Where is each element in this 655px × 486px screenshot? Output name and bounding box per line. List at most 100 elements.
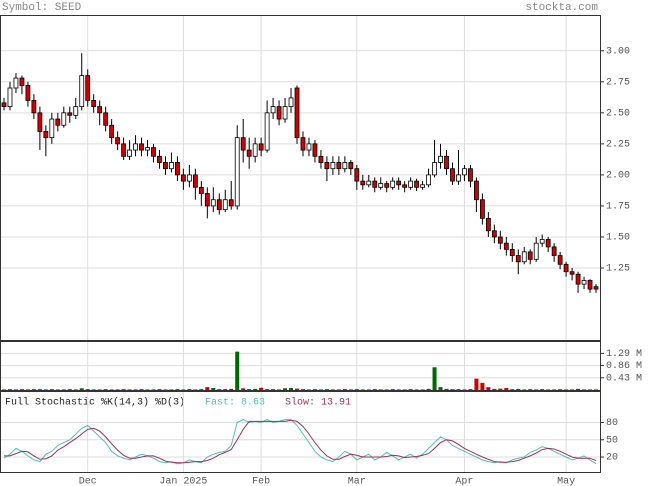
symbol-label: Symbol: SEED xyxy=(2,2,82,14)
candle-body xyxy=(264,112,270,151)
volume-bar xyxy=(582,389,587,390)
candle-body xyxy=(73,106,79,116)
volume-bar xyxy=(19,389,24,390)
volume-bar xyxy=(522,389,527,390)
candle-body xyxy=(1,102,7,108)
x-tick-label: Mar xyxy=(348,477,366,486)
candle-body xyxy=(462,168,467,176)
volume-bar xyxy=(109,389,114,390)
volume-bar xyxy=(157,389,162,390)
volume-bar xyxy=(265,389,270,390)
candle-body xyxy=(157,155,162,163)
candle-body xyxy=(569,271,575,275)
candle-body xyxy=(258,143,264,151)
x-tick-label: Dec xyxy=(79,477,97,486)
candle-body xyxy=(521,251,527,263)
volume-bar xyxy=(420,389,425,390)
y-tick-label: 1.29 M xyxy=(606,349,642,360)
candle-body xyxy=(67,112,73,116)
volume-bar xyxy=(426,388,431,390)
volume-bar xyxy=(121,389,126,390)
candle-body xyxy=(163,162,168,170)
candle-body xyxy=(300,137,306,151)
volume-bar xyxy=(163,389,168,390)
candle-body xyxy=(294,87,300,139)
candle-body xyxy=(169,162,174,170)
volume-bar xyxy=(193,389,198,390)
volume-bar xyxy=(43,389,48,390)
volume-bar xyxy=(312,389,317,390)
candle-body xyxy=(318,155,324,163)
volume-bar xyxy=(300,389,305,390)
x-tick-label: Jan 2025 xyxy=(159,477,207,486)
volume-bar xyxy=(217,389,222,390)
candle-body xyxy=(306,143,312,151)
candle-body xyxy=(324,162,330,170)
candle-body xyxy=(109,124,115,139)
candle-body xyxy=(19,77,25,86)
candle-body xyxy=(527,251,533,260)
volume-bar xyxy=(498,388,503,390)
volume-bar xyxy=(516,388,521,390)
candle-body xyxy=(533,242,539,260)
volume-bar xyxy=(444,388,449,390)
candle-body xyxy=(192,174,198,188)
candle-body xyxy=(7,87,13,108)
y-tick-label: 2.75 xyxy=(606,77,630,88)
volume-bar xyxy=(306,389,311,390)
candle-body xyxy=(222,199,228,211)
volume-bar xyxy=(594,389,598,390)
volume-bar xyxy=(241,388,246,390)
candle-body xyxy=(384,183,390,188)
candle-body xyxy=(210,199,216,207)
volume-bar xyxy=(181,389,186,390)
candle-body xyxy=(25,85,31,101)
volume-bar xyxy=(223,389,228,390)
volume-bar xyxy=(229,388,234,390)
candle-body xyxy=(139,143,144,151)
candle-body xyxy=(575,273,581,285)
volume-bar xyxy=(151,389,156,390)
volume-bar xyxy=(277,389,282,390)
candle-body xyxy=(240,137,246,151)
candle-body xyxy=(432,162,437,176)
candle-body xyxy=(336,162,342,170)
candle-body xyxy=(557,255,563,265)
candle-body xyxy=(270,106,276,114)
candle-body xyxy=(485,217,491,232)
candle-body xyxy=(91,100,97,108)
volume-bar xyxy=(492,388,497,390)
volume-bar xyxy=(432,367,437,390)
volume-bar xyxy=(31,389,36,390)
volume-bar xyxy=(7,389,12,390)
volume-bar xyxy=(247,389,252,390)
candle-body xyxy=(282,106,288,120)
candle-body xyxy=(497,236,503,244)
volume-bar xyxy=(570,389,575,390)
volume-bar xyxy=(205,387,210,390)
candle-body xyxy=(312,143,318,157)
candle-body xyxy=(145,147,150,151)
volume-bar xyxy=(588,389,593,390)
candle-body xyxy=(468,168,473,182)
volume-bar xyxy=(402,389,407,390)
candle-body xyxy=(456,174,461,182)
candle-body xyxy=(180,174,186,182)
volume-bar xyxy=(528,389,533,390)
candle-body xyxy=(127,149,132,157)
volume-bar xyxy=(558,389,563,390)
volume-bar xyxy=(450,389,455,390)
volume-bar xyxy=(504,388,509,390)
candle-body xyxy=(31,100,37,114)
volume-bar xyxy=(25,389,30,390)
candle-body xyxy=(330,162,336,170)
candle-body xyxy=(204,193,210,207)
volume-bar xyxy=(342,389,347,390)
candle-body xyxy=(396,180,402,186)
volume-bar xyxy=(456,389,461,390)
candle-body xyxy=(545,239,551,248)
candle-body xyxy=(61,112,67,126)
candle-body xyxy=(581,280,587,285)
volume-bar xyxy=(2,389,6,390)
volume-bar xyxy=(330,389,335,390)
